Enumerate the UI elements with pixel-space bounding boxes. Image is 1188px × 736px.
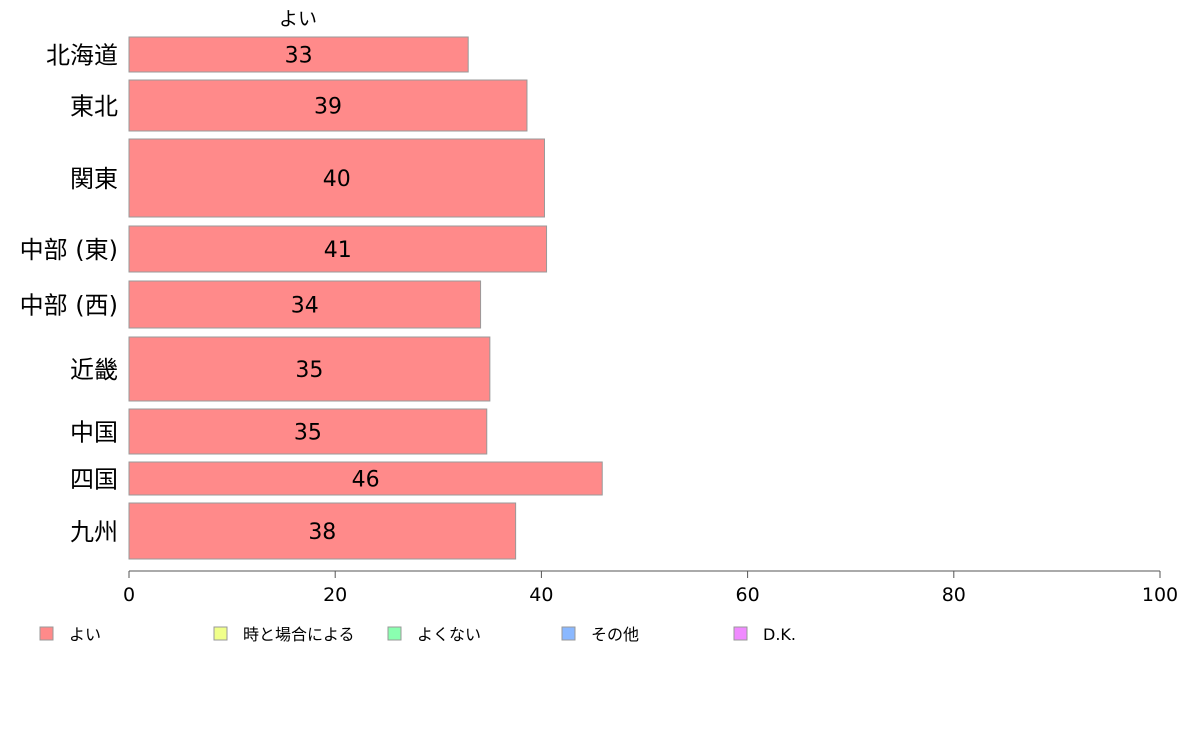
category-label: 関東 [70,165,118,193]
bar-value-label: 34 [291,294,319,319]
bar-value-label: 35 [295,358,323,383]
legend-swatch [39,626,54,641]
bar [128,36,469,73]
x-tick-label: 80 [942,584,966,606]
bar-value-label: 38 [308,520,336,545]
legend-label: 時と場合による [243,625,355,644]
bar [128,502,517,560]
category-label: 中国 [70,419,118,447]
legend-swatch [733,626,748,641]
bar-value-label: 46 [352,468,380,493]
x-axis: 0 20 40 60 80 100 [123,570,1178,606]
category-label: 中部 (西) [20,292,118,320]
legend-label: D.K. [763,625,796,644]
legend-label: よくない [417,625,481,644]
legend-swatch [387,626,402,641]
bar [128,280,482,329]
legend: よい 時と場合による よくない その他 D.K. [39,625,796,644]
category-label: 北海道 [46,42,118,70]
x-tick-label: 40 [529,584,553,606]
x-tick-label: 0 [123,584,135,606]
bar [128,79,528,132]
x-tick-label: 20 [323,584,347,606]
bar-value-label: 33 [285,44,313,69]
bar [128,336,491,402]
column-label: よい [279,8,317,30]
legend-swatch [561,626,576,641]
category-label: 近畿 [70,356,118,384]
legend-swatch [213,626,228,641]
bar [128,225,548,273]
x-tick-label: 100 [1142,584,1178,606]
category-label: 四国 [70,466,118,494]
bar-value-label: 41 [324,238,352,263]
category-label: 東北 [70,93,118,121]
bar-value-label: 40 [323,167,351,192]
bar-value-label: 39 [314,95,342,120]
bars-layer: 33 39 40 41 34 35 35 46 38 [128,36,603,560]
bar [128,461,603,496]
category-label: 中部 (東) [20,236,118,264]
x-tick-label: 60 [736,584,760,606]
bar [128,408,488,455]
bar [128,138,545,218]
legend-label: その他 [591,625,639,644]
legend-label: よい [69,625,101,644]
category-label: 九州 [70,518,118,546]
bar-value-label: 35 [294,421,322,446]
